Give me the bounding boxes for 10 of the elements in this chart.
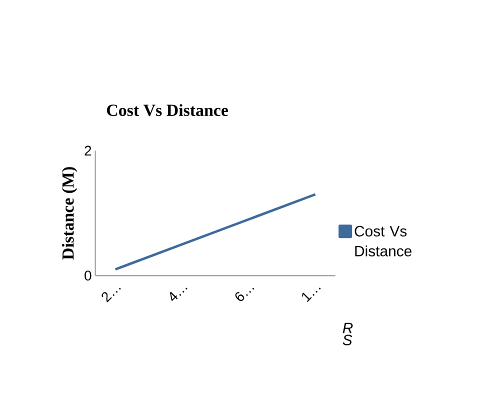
x-tick-label: 1… xyxy=(302,288,321,302)
x-axis-title: R S xyxy=(342,322,353,346)
legend-label: Cost Vs Distance xyxy=(354,226,412,256)
y-tick-label: 0 xyxy=(84,270,92,281)
y-axis-title: Distance (M) xyxy=(62,167,78,260)
chart-title: Cost Vs Distance xyxy=(107,104,228,116)
x-tick-label: 2… xyxy=(102,288,121,302)
x-tick-label: 6… xyxy=(235,288,254,302)
x-tick-label: 4… xyxy=(170,288,188,301)
y-tick-label: 2 xyxy=(84,146,92,156)
